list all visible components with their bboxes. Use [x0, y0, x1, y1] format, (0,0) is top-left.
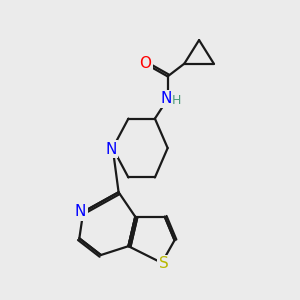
- Text: S: S: [159, 256, 169, 272]
- Text: O: O: [139, 56, 151, 71]
- Text: N: N: [75, 204, 86, 219]
- Text: H: H: [172, 94, 181, 107]
- Text: N: N: [160, 92, 171, 106]
- Text: N: N: [105, 142, 116, 157]
